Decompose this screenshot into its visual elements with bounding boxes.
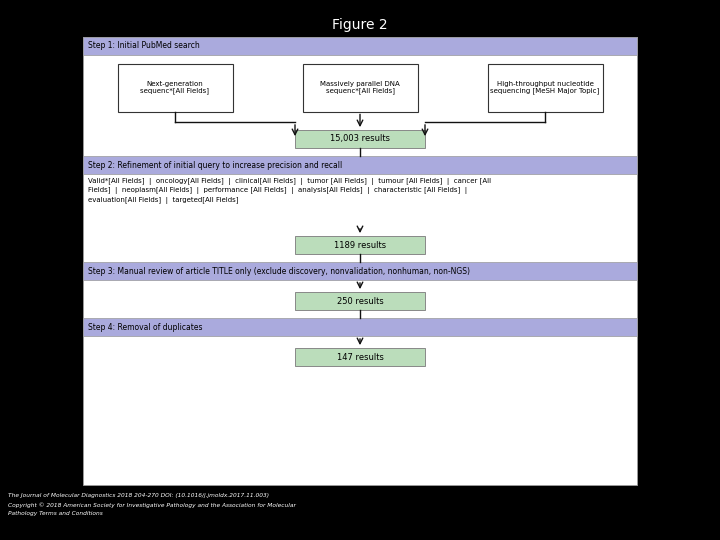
Bar — [83, 318, 637, 336]
Bar — [83, 262, 637, 280]
Text: Step 4: Removal of duplicates: Step 4: Removal of duplicates — [88, 322, 202, 332]
Bar — [302, 64, 418, 111]
Bar — [295, 236, 425, 254]
Bar — [295, 348, 425, 366]
Bar — [83, 156, 637, 174]
Text: Next-generation
sequenc*[All Fields]: Next-generation sequenc*[All Fields] — [140, 80, 210, 94]
Text: Massively parallel DNA
sequenc*[All Fields]: Massively parallel DNA sequenc*[All Fiel… — [320, 80, 400, 94]
Text: Step 1: Initial PubMed search: Step 1: Initial PubMed search — [88, 42, 199, 51]
Text: Step 3: Manual review of article TITLE only (exclude discovery, nonvalidation, n: Step 3: Manual review of article TITLE o… — [88, 267, 470, 275]
Bar — [117, 64, 233, 111]
Bar — [487, 64, 603, 111]
Text: High-throughput nucleotide
sequencing [MeSH Major Topic]: High-throughput nucleotide sequencing [M… — [490, 80, 600, 94]
Text: 250 results: 250 results — [337, 296, 383, 306]
Text: 15,003 results: 15,003 results — [330, 134, 390, 144]
Bar — [295, 292, 425, 310]
Text: 147 results: 147 results — [336, 353, 384, 361]
Text: Figure 2: Figure 2 — [332, 18, 388, 32]
Text: Valid*[All Fields]  |  oncology[All Fields]  |  clinical[All Fields]  |  tumor [: Valid*[All Fields] | oncology[All Fields… — [88, 178, 491, 204]
Bar — [295, 130, 425, 148]
Text: 1189 results: 1189 results — [334, 240, 386, 249]
Text: Pathology Terms and Conditions: Pathology Terms and Conditions — [8, 511, 103, 516]
Text: Copyright © 2018 American Society for Investigative Pathology and the Associatio: Copyright © 2018 American Society for In… — [8, 502, 296, 508]
Bar — [83, 37, 637, 55]
Text: Step 2: Refinement of initial query to increase precision and recall: Step 2: Refinement of initial query to i… — [88, 160, 342, 170]
Text: The Journal of Molecular Diagnostics 2018 204-270 DOI: (10.1016/j.jmoldx.2017.11: The Journal of Molecular Diagnostics 201… — [8, 493, 269, 498]
Bar — [83, 37, 637, 485]
